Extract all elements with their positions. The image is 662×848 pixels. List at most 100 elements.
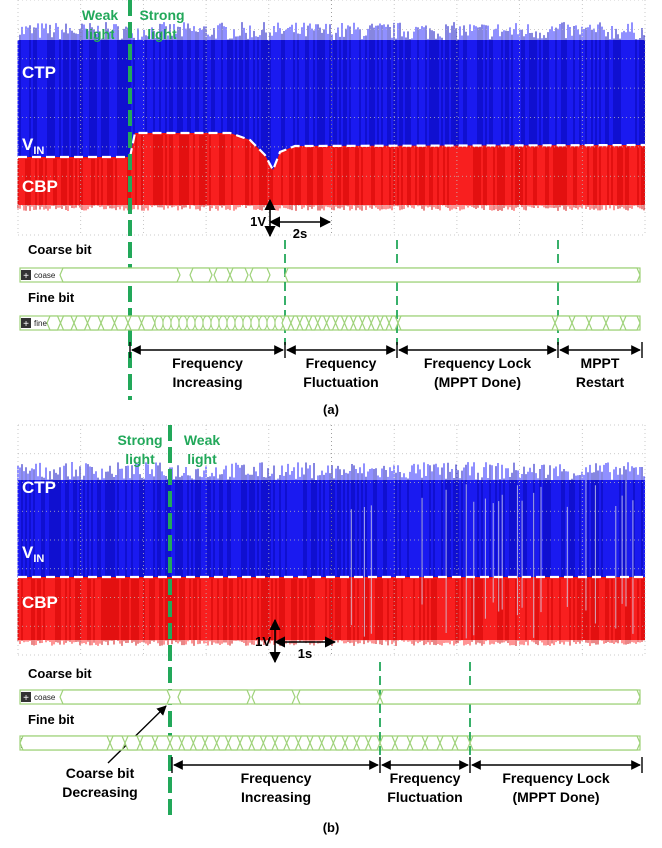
bus-segment: [287, 736, 299, 750]
region-label: Restart: [576, 374, 625, 390]
region-label: Frequency: [390, 770, 461, 786]
region-label: Frequency: [172, 355, 243, 371]
vin-sub: IN: [33, 553, 44, 565]
bus-segment: [275, 736, 287, 750]
light-label: light: [125, 451, 155, 467]
bus-segment: [240, 736, 252, 750]
scale-v-label: 1V: [255, 634, 271, 649]
region-label: Increasing: [241, 789, 311, 805]
bus-segment: [193, 736, 205, 750]
bus-segment: [470, 736, 640, 750]
bus-segment: [380, 690, 640, 704]
scale-v-label: 1V: [250, 214, 266, 229]
cbp-label: CBP: [22, 177, 58, 196]
region-label: Frequency: [306, 355, 377, 371]
bus-segment: [285, 268, 640, 282]
region-label: Frequency: [241, 770, 312, 786]
vin-main: V: [22, 135, 34, 154]
bus-segment: [555, 316, 572, 330]
bus-segment: [410, 736, 425, 750]
bus-segment: [333, 736, 345, 750]
bus-segment: [425, 736, 440, 750]
bus-segment: [455, 736, 470, 750]
bus-segment: [214, 268, 230, 282]
bus-segment: [140, 736, 155, 750]
light-label: light: [147, 26, 177, 42]
bus-segment: [345, 736, 357, 750]
ctp-label: CTP: [22, 478, 56, 497]
region-label: Frequency Lock: [424, 355, 532, 371]
bus-name: fine: [34, 319, 47, 328]
annotation: Coarse bit: [66, 765, 135, 781]
bus-segment: [228, 736, 240, 750]
coarse-label: Coarse bit: [28, 666, 92, 681]
bus-segment: [623, 316, 640, 330]
bus-segment: [380, 736, 395, 750]
region-label: (MPPT Done): [512, 789, 599, 805]
bus-segment: [322, 736, 334, 750]
region-label: Fluctuation: [387, 789, 462, 805]
bus-segment: [20, 736, 110, 750]
vin-main: V: [22, 543, 34, 562]
bus-segment: [217, 736, 229, 750]
bus-segment: [142, 316, 156, 330]
light-label: light: [187, 451, 217, 467]
caption: (b): [323, 820, 340, 835]
bus-segment: [190, 268, 212, 282]
bus-segment: [395, 736, 410, 750]
ctp-label: CTP: [22, 63, 56, 82]
bus-segment: [357, 736, 369, 750]
coarse-label: Coarse bit: [28, 242, 92, 257]
bus-segment: [47, 316, 61, 330]
bus-segment: [440, 736, 455, 750]
bus-segment: [74, 316, 88, 330]
bus-segment: [297, 690, 380, 704]
bus-segment: [115, 316, 129, 330]
region-label: Increasing: [172, 374, 242, 390]
bus-segment: [298, 736, 310, 750]
light-label: Strong: [117, 432, 162, 448]
bus-segment: [110, 736, 125, 750]
bus-segment: [101, 316, 115, 330]
light-label: light: [85, 26, 115, 42]
bus-segment: [61, 316, 75, 330]
bus-segment: [230, 268, 248, 282]
bus-segment: [589, 316, 606, 330]
light-label: Weak: [82, 7, 119, 23]
caption: (a): [323, 402, 339, 417]
bus-name: coase: [34, 693, 56, 702]
region-label: (MPPT Done): [434, 374, 521, 390]
bus-segment: [252, 690, 295, 704]
bus-segment: [263, 736, 275, 750]
scale-t-label: 2s: [293, 226, 307, 241]
bus-name: coase: [34, 271, 56, 280]
light-label: Weak: [184, 432, 221, 448]
region-label: Fluctuation: [303, 374, 378, 390]
bus-icon-plus: +: [23, 693, 29, 704]
bus-segment: [205, 736, 217, 750]
bus-segment: [250, 268, 270, 282]
fine-label: Fine bit: [28, 712, 75, 727]
bus-segment: [178, 690, 250, 704]
bus-segment: [252, 736, 264, 750]
fine-label: Fine bit: [28, 290, 75, 305]
bus-segment: [60, 690, 170, 704]
bus-segment: [368, 736, 380, 750]
annotation: Decreasing: [62, 784, 137, 800]
vin-sub: IN: [33, 145, 44, 157]
bus-segment: [128, 316, 142, 330]
light-label: Strong: [139, 7, 184, 23]
region-label: Frequency Lock: [502, 770, 610, 786]
bus-segment: [155, 736, 170, 750]
bus-segment: [170, 736, 182, 750]
region-label: MPPT: [581, 355, 620, 371]
bus-segment: [60, 268, 180, 282]
bus-segment: [88, 316, 102, 330]
scale-t-label: 1s: [298, 646, 312, 661]
figure: CTPVINCBPWeaklightStronglight1V2sCoarse …: [0, 0, 662, 848]
bus-icon-plus: +: [23, 271, 29, 282]
bus-segment: [182, 736, 194, 750]
bus-segment: [398, 316, 555, 330]
cbp-label: CBP: [22, 593, 58, 612]
bus-segment: [606, 316, 623, 330]
